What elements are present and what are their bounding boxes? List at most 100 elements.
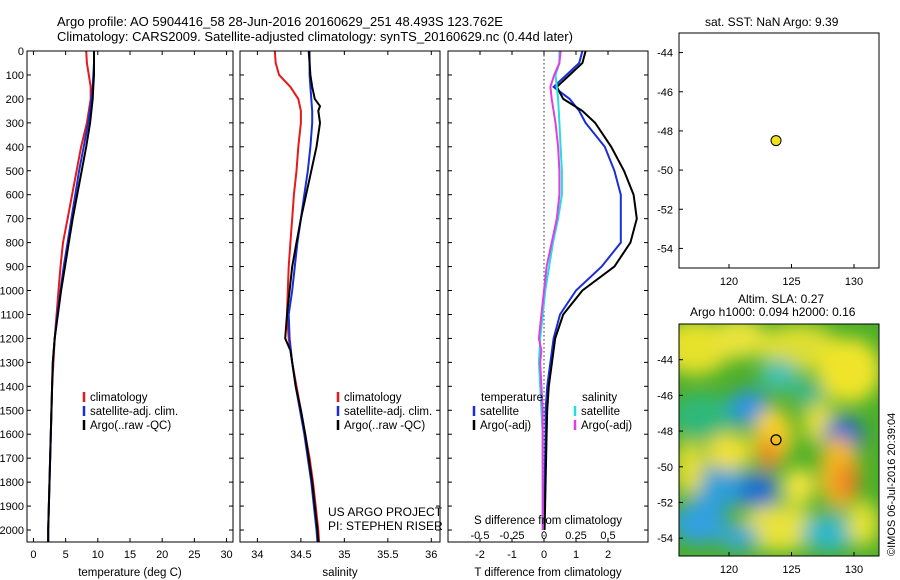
figure-title-line1: Argo profile: AO 5904416_58 28-Jun-2016 … xyxy=(57,14,503,29)
profile-panel-xlabel-3: T difference from climatology xyxy=(474,567,621,579)
x-tick-label: 34.5 xyxy=(290,549,311,561)
depth-tick-label: 0 xyxy=(18,46,24,58)
depth-tick-label: 2000 xyxy=(0,525,24,537)
depth-tick-label: 900 xyxy=(6,262,24,274)
depth-tick-label: 1400 xyxy=(0,381,24,393)
sla-anomaly-patch xyxy=(719,523,759,552)
sla-anomaly-patch xyxy=(801,514,857,552)
sst-x-tick-label: 130 xyxy=(845,276,863,288)
sla-y-tick-label: -48 xyxy=(657,426,673,438)
legend-label: satellite xyxy=(480,406,519,418)
sst-y-tick-label: -52 xyxy=(657,204,673,216)
depth-tick-label: 800 xyxy=(6,238,24,250)
sla-y-tick-label: -44 xyxy=(657,355,673,367)
sla-anomaly-patch xyxy=(757,437,781,471)
legend-label: Argo(-adj) xyxy=(480,420,531,432)
sla-x-tick-label: 120 xyxy=(720,564,738,576)
depth-tick-label: 300 xyxy=(6,118,24,130)
legend-title-temperature: temperature xyxy=(481,392,543,404)
sla-map-frame xyxy=(678,323,880,557)
sla-argo-marker xyxy=(770,434,782,446)
depth-tick-label: 100 xyxy=(6,70,24,82)
sla-panel-subtitle: Argo h1000: 0.094 h2000: 0.16 xyxy=(690,305,856,319)
legend-label: climatology xyxy=(90,392,148,404)
sst-y-tick-label: -44 xyxy=(657,48,673,60)
x-tick-label: 36 xyxy=(425,549,437,561)
sst-panel-title: sat. SST: NaN Argo: 9.39 xyxy=(705,15,839,29)
profile-panel-frame-2 xyxy=(239,50,441,543)
depth-tick-label: 1500 xyxy=(0,405,24,417)
salinity-series-3 xyxy=(284,51,322,542)
x-tick-label: 0 xyxy=(30,549,36,561)
depth-tick-label: 600 xyxy=(6,190,24,202)
sst-y-tick-label: -46 xyxy=(657,87,673,99)
sla-anomaly-patch xyxy=(739,472,779,510)
sla-blob-layer xyxy=(679,324,879,552)
sla-anomaly-patch xyxy=(793,379,825,408)
depth-tick-label: 1100 xyxy=(0,309,24,321)
sst-map-frame xyxy=(678,32,880,269)
depth-tick-label: 1900 xyxy=(0,501,24,513)
x-tick-label: -1 xyxy=(507,549,517,561)
sst-y-tick-label: -50 xyxy=(657,165,673,177)
s-diff-tick-label: 0 xyxy=(541,530,547,542)
sla-anomaly-patch xyxy=(739,504,819,552)
sla-anomaly-patch xyxy=(835,463,859,501)
x-tick-label: 20 xyxy=(156,549,168,561)
x-tick-label: 1 xyxy=(573,549,579,561)
legend-label: satellite-adj. clim. xyxy=(90,406,178,418)
x-tick-label: 35.5 xyxy=(377,549,398,561)
difference-series-2 xyxy=(543,51,638,531)
x-tick-label: 25 xyxy=(188,549,200,561)
legend-label: climatology xyxy=(344,392,402,404)
difference-series-4 xyxy=(537,51,562,530)
x-tick-label: 15 xyxy=(124,549,136,561)
x-tick-label: 30 xyxy=(220,549,232,561)
project-pi: PI: STEPHEN RISER xyxy=(328,519,443,533)
x-tick-label: 35 xyxy=(338,549,350,561)
x-tick-label: -2 xyxy=(475,549,485,561)
sla-panel-title: Altim. SLA: 0.27 xyxy=(738,292,825,306)
depth-tick-label: 1800 xyxy=(0,477,24,489)
sla-y-tick-label: -46 xyxy=(657,390,673,402)
depth-tick-label: 700 xyxy=(6,214,24,226)
x-tick-label: 34 xyxy=(251,549,263,561)
legend-title-salinity: salinity xyxy=(582,392,617,404)
figure-title-line2: Climatology: CARS2009. Satellite-adjuste… xyxy=(57,29,573,44)
sst-x-tick-label: 120 xyxy=(720,276,738,288)
sla-anomaly-patch xyxy=(679,502,727,545)
sst-y-tick-label: -48 xyxy=(657,126,673,138)
difference-series-1 xyxy=(543,51,622,531)
depth-tick-label: 1600 xyxy=(0,429,24,441)
depth-tick-label: 1000 xyxy=(0,286,24,298)
s-diff-axis-label: S difference from climatology xyxy=(474,515,622,527)
sla-anomaly-patch xyxy=(705,433,753,471)
temperature-series-1 xyxy=(47,51,92,542)
depth-tick-label: 400 xyxy=(6,142,24,154)
legend-label: Argo(-adj) xyxy=(581,420,632,432)
temperature-series-3 xyxy=(47,51,95,542)
x-tick-label: 5 xyxy=(63,549,69,561)
s-diff-tick-label: 0.25 xyxy=(565,530,586,542)
depth-tick-label: 200 xyxy=(6,94,24,106)
sla-x-tick-label: 130 xyxy=(845,564,863,576)
sla-blobs xyxy=(679,324,879,552)
sla-anomaly-patch xyxy=(759,324,839,371)
sla-y-tick-label: -54 xyxy=(657,533,673,545)
sla-anomaly-patch xyxy=(711,324,767,359)
sla-anomaly-patch xyxy=(759,358,799,392)
x-tick-label: 2 xyxy=(605,549,611,561)
s-diff-tick-label: 0.5 xyxy=(600,530,615,542)
sla-anomaly-patch xyxy=(679,440,705,496)
depth-tick-label: 500 xyxy=(6,166,24,178)
project-name: US ARGO PROJECT xyxy=(328,505,443,519)
sst-y-tick-label: -54 xyxy=(657,243,673,255)
profile-panel-xlabel-1: temperature (deg C) xyxy=(78,567,182,579)
temperature-series-2 xyxy=(47,51,95,542)
sla-anomaly-patch xyxy=(783,467,815,505)
difference-series-3 xyxy=(537,51,563,530)
sla-y-tick-label: -50 xyxy=(657,462,673,474)
sla-anomaly-patch xyxy=(679,393,735,440)
legend-label: satellite-adj. clim. xyxy=(344,406,432,418)
